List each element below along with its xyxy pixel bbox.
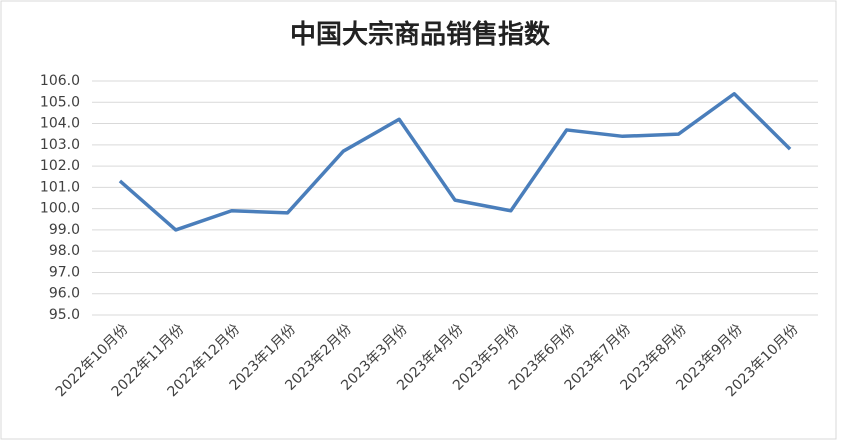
y-tick-label: 100.0 — [40, 201, 80, 217]
line — [118, 92, 792, 232]
y-tick-label: 101.0 — [40, 179, 80, 195]
y-tick-label: 95.0 — [49, 307, 80, 323]
y-tick-label: 99.0 — [49, 222, 80, 238]
y-tick-label: 105.0 — [40, 94, 80, 110]
chart-title: 中国大宗商品销售指数 — [290, 19, 551, 50]
y-tick-label: 104.0 — [40, 116, 80, 132]
y-tick-label: 102.0 — [40, 158, 80, 174]
y-tick-label: 103.0 — [40, 137, 80, 153]
y-tick-label: 106.0 — [40, 73, 80, 89]
y-tick-label: 98.0 — [49, 243, 80, 259]
y-tick-label: 96.0 — [49, 286, 80, 302]
y-tick-label: 97.0 — [49, 264, 80, 280]
